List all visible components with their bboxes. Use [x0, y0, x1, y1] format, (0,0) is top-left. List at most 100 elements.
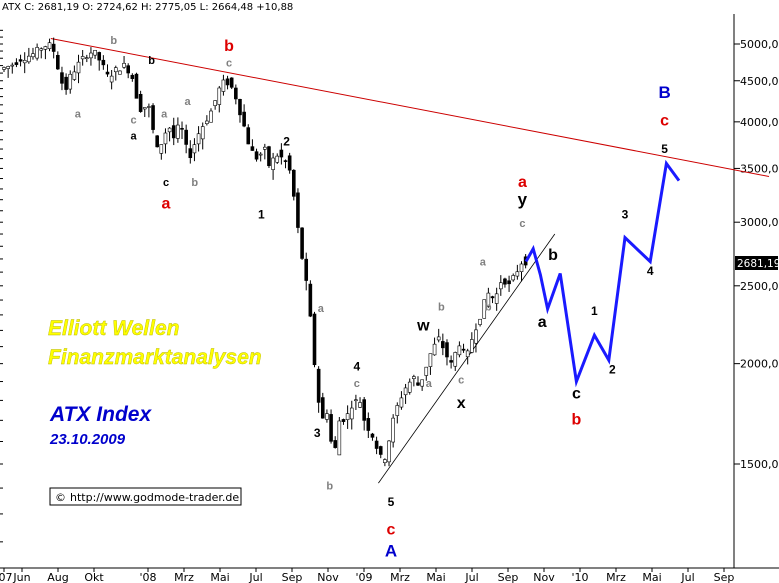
candle-body [337, 420, 342, 456]
resistance-trendline [50, 37, 770, 177]
candle-body [171, 125, 176, 139]
candle-body [209, 110, 213, 123]
wave-label: 3 [314, 426, 321, 440]
x-tick-label: Mai [642, 571, 661, 583]
last-price-marker: 2681,19 [735, 256, 779, 270]
wave-label: a [75, 109, 82, 121]
wave-label: y [518, 190, 528, 209]
candle-body [399, 397, 404, 408]
wave-label: c [458, 374, 464, 386]
x-tick-label: '10 [571, 571, 588, 583]
candle-body [43, 46, 48, 50]
candle-body [507, 280, 511, 285]
candle-body [93, 49, 97, 56]
wave-label: c [387, 522, 396, 539]
candle-body [64, 76, 68, 90]
candle-body [445, 342, 449, 358]
candle-body [490, 296, 495, 299]
wave-label: b [191, 177, 198, 189]
candle-body [325, 413, 329, 420]
x-tick-label: Aug [47, 571, 68, 583]
candle-body [101, 59, 106, 66]
candle-body [221, 79, 226, 92]
candle-body [130, 74, 135, 79]
y-axis-ticks: 5000,00 4500,00 4000,00 3500,00 3000,00 2500,… [0, 29, 779, 543]
candle-body [494, 293, 499, 304]
candle-body [291, 169, 296, 197]
candle-body [97, 52, 102, 61]
candle-body [72, 71, 77, 80]
candle-body [503, 278, 507, 285]
wave-label: c [226, 57, 232, 69]
x-tick-label: Jul [464, 571, 478, 583]
copyright-symbol: © [55, 491, 66, 504]
title-date: 23.10.2009 [49, 431, 126, 448]
candle-body [416, 382, 420, 386]
last-price-label: 2681,19 [737, 258, 779, 270]
candle-body [498, 282, 503, 290]
candle-body [304, 258, 309, 281]
candle-body [246, 127, 251, 145]
candle-body [345, 413, 350, 420]
candle-body [354, 399, 358, 402]
candle-body [122, 62, 126, 68]
candle-body [151, 105, 155, 130]
wave-label: 5 [388, 495, 395, 509]
candle-body [465, 350, 470, 358]
candle-body [474, 329, 478, 344]
candle-body [403, 387, 408, 396]
title-elliott-wellen: Elliott Wellen [48, 317, 179, 340]
candle-body [31, 53, 35, 58]
x-tick-label: Mrz [606, 571, 626, 583]
candle-body [263, 146, 267, 150]
candle-body [478, 318, 482, 325]
candle-body [316, 368, 321, 403]
wave-label: b [148, 55, 155, 67]
wave-label: a [162, 196, 171, 213]
candle-body [180, 128, 184, 130]
wave-label: a [318, 303, 325, 315]
candle-body [68, 73, 73, 90]
candle-body [271, 157, 275, 170]
candle-body [370, 433, 375, 438]
copyright-box[interactable]: © http://www.godmode-trader.de [49, 487, 242, 506]
candle-body [349, 407, 354, 420]
x-tick-label: Nov [317, 571, 339, 583]
wave-label: c [572, 385, 581, 402]
x-tick-label: Jul [248, 571, 262, 583]
wave-label: 1 [591, 304, 598, 318]
candle-body [515, 271, 520, 277]
candle-body [300, 227, 304, 259]
candle-body [358, 402, 362, 408]
forecast-path [524, 159, 681, 388]
candle-body [142, 107, 147, 110]
candle-body [6, 66, 10, 69]
candle-body [113, 67, 118, 73]
copyright-url[interactable]: http://www.godmode-trader.de [70, 491, 239, 504]
candle-body [275, 155, 280, 163]
wave-label: b [485, 301, 492, 313]
candle-body [147, 106, 151, 108]
candle-body [126, 65, 130, 74]
y-tick-label: 3000,00 [740, 216, 779, 229]
candle-body [383, 459, 387, 463]
candle-body [205, 120, 209, 125]
title-finanzmarktanalysen: Finanzmarktanalysen [48, 346, 262, 369]
wave-label: b [548, 247, 558, 264]
x-tick-label: Sep [714, 571, 735, 583]
wave-label: b [224, 38, 234, 55]
candle-body [486, 292, 491, 307]
candle-body [196, 133, 201, 145]
candle-body [134, 73, 139, 99]
wave-label: b [438, 301, 445, 313]
candle-body [225, 78, 230, 86]
wave-label: 3 [622, 208, 629, 222]
candle-body [432, 343, 437, 356]
wave-label: a [538, 314, 547, 331]
wave-label: c [163, 177, 169, 189]
candle-body [461, 348, 466, 351]
candle-body [14, 62, 19, 65]
wave-label: a [185, 96, 192, 108]
